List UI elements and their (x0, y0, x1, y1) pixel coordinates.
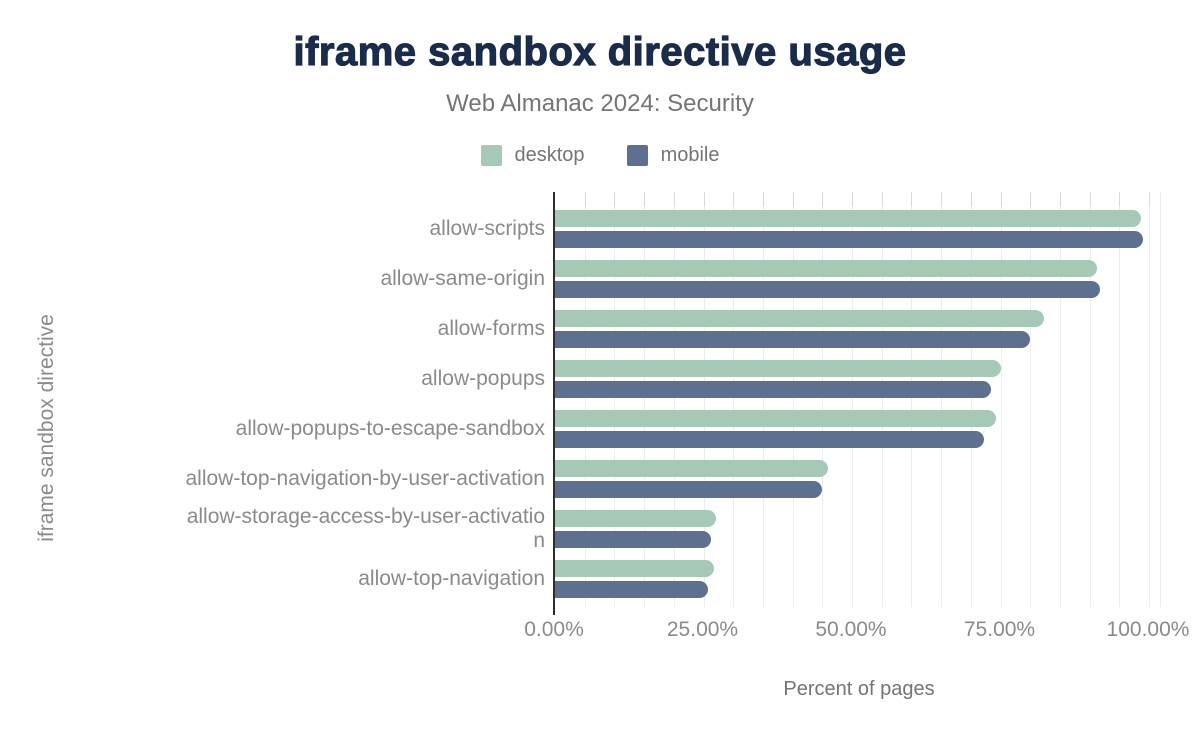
x-axis-title: Percent of pages (783, 678, 935, 700)
gridline (970, 192, 972, 607)
gridline (762, 192, 764, 607)
bar-desktop-allow-popups-to-escape-sandbox (555, 410, 996, 427)
gridline (941, 192, 943, 607)
x-tick-label: 100.00% (1106, 618, 1190, 641)
gridline (911, 192, 913, 607)
grid-tick (673, 192, 675, 206)
category-label: allow-scripts (429, 217, 545, 240)
gridline (822, 192, 824, 607)
grid-tick (614, 192, 616, 206)
bar-mobile-allow-scripts (555, 231, 1143, 248)
gridline (584, 192, 586, 607)
grid-tick (941, 192, 943, 206)
grid-tick (1149, 192, 1150, 206)
legend-item-desktop: desktop (480, 144, 585, 167)
grid-tick (762, 192, 764, 206)
bar-desktop-allow-same-origin (555, 260, 1097, 277)
desktop-swatch-icon (480, 145, 502, 166)
chart-subtitle: Web Almanac 2024: Security (446, 90, 754, 117)
category-label: allow-popups-to-escape-sandbox (235, 417, 545, 440)
grid-tick (644, 192, 646, 206)
plot-right-edge (1160, 192, 1161, 607)
category-label: allow-top-navigation-by-user-activation (185, 467, 545, 490)
gridline (1059, 192, 1061, 607)
category-label: allow-popups (421, 367, 545, 390)
x-tick-label: 25.00% (666, 618, 739, 641)
grid-tick (881, 192, 883, 206)
legend: desktop mobile (0, 144, 1200, 167)
bar-mobile-allow-popups (555, 381, 991, 398)
grid-tick (792, 192, 794, 206)
category-label: allow-forms (437, 317, 545, 340)
legend-label-desktop: desktop (514, 144, 585, 166)
bar-mobile-allow-top-navigation (555, 581, 708, 598)
x-tick-label: 50.00% (815, 618, 887, 641)
gridline (614, 192, 616, 607)
zero-tick (553, 608, 555, 615)
grid-tick (1089, 192, 1091, 206)
bar-desktop-allow-forms (555, 310, 1044, 327)
bar-mobile-allow-popups-to-escape-sandbox (555, 431, 984, 448)
gridline (733, 192, 735, 607)
bar-mobile-allow-storage-access-by-user-activation (555, 531, 711, 548)
category-label: allow-storage-access-by-user-activatio n (186, 505, 545, 552)
category-label: allow-same-origin (380, 267, 545, 290)
x-tick-label: 75.00% (963, 618, 1036, 641)
gridline (852, 192, 853, 607)
legend-label-mobile: mobile (660, 144, 720, 166)
plot-area (553, 192, 1165, 615)
gridline (1000, 192, 1002, 607)
bar-desktop-allow-storage-access-by-user-activation (555, 510, 716, 527)
grid-tick (911, 192, 913, 206)
bar-mobile-allow-same-origin (555, 281, 1100, 298)
gridline (1089, 192, 1091, 607)
legend-item-mobile: mobile (626, 144, 720, 167)
bar-desktop-allow-top-navigation-by-user-activation (555, 460, 828, 477)
grid-tick (852, 192, 853, 206)
gridline (1149, 192, 1150, 607)
chart-title: iframe sandbox directive usage (293, 29, 907, 74)
gridline (673, 192, 675, 607)
bar-desktop-allow-top-navigation (555, 560, 714, 577)
y-axis-line (553, 192, 555, 608)
gridline (1119, 192, 1121, 607)
mobile-swatch-icon (626, 145, 648, 166)
gridline (644, 192, 646, 607)
grid-tick (1119, 192, 1121, 206)
grid-tick (733, 192, 735, 206)
bar-desktop-allow-scripts (555, 210, 1141, 227)
grid-tick (703, 192, 705, 206)
y-axis-title: iframe sandbox directive (35, 314, 58, 542)
bar-mobile-allow-forms (555, 331, 1030, 348)
grid-tick (970, 192, 972, 206)
gridline (1030, 192, 1032, 607)
grid-tick (1030, 192, 1032, 206)
grid-tick (584, 192, 586, 206)
x-tick-label: 0.00% (524, 618, 584, 641)
gridline (703, 192, 705, 607)
gridline (881, 192, 883, 607)
grid-tick (1000, 192, 1002, 206)
gridline (792, 192, 794, 607)
category-label: allow-top-navigation (358, 567, 545, 590)
bar-mobile-allow-top-navigation-by-user-activation (555, 481, 822, 498)
grid-tick (1059, 192, 1061, 206)
bar-desktop-allow-popups (555, 360, 1001, 377)
grid-tick (822, 192, 824, 206)
